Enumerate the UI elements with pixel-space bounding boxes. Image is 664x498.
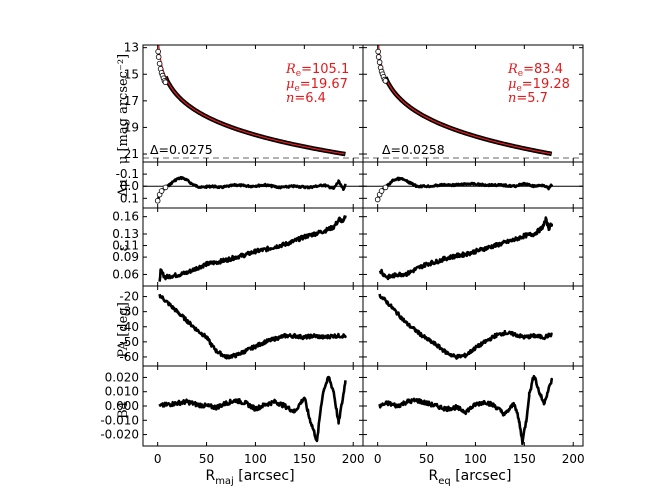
svg-text:Re=83.4: Re=83.4 — [507, 62, 563, 79]
left-x-axis-label: Rmaj [arcsec] — [205, 468, 294, 487]
left-dmu-point-0 — [154, 197, 161, 204]
eps-ytick-label-3: 0.13 — [112, 227, 139, 241]
mu-ytick-label-0: 13 — [124, 41, 139, 55]
b4-ytick-label-1: -0.010 — [100, 413, 139, 427]
left-xtick-label-3: 150 — [293, 452, 316, 466]
eps-ytick-label-0: 0.06 — [112, 267, 139, 281]
pa-ytick-label-3: -30 — [119, 305, 139, 319]
svg-text:n=6.4: n=6.4 — [286, 91, 326, 106]
right-dmu-point-2 — [378, 188, 385, 194]
right-pa-frame — [362, 285, 584, 367]
right-xtick-label-0: 0 — [374, 452, 382, 466]
svg-text:μe=19.67: μe=19.67 — [286, 77, 348, 94]
right-eps-series-line — [378, 216, 553, 281]
left-dmu-series-line — [156, 176, 347, 202]
svg-text:n=5.7: n=5.7 — [508, 91, 548, 106]
right-b4-series-line — [378, 374, 553, 445]
right-dmu-point-0 — [374, 196, 381, 203]
eps-ytick-label-2: 0.11 — [112, 239, 139, 253]
left-dmu-point-3 — [162, 184, 169, 191]
left-fit-annotation: Re=105.1 μe=19.67 n=6.4 — [285, 62, 349, 106]
left-eps-series-line — [158, 215, 347, 282]
right-mu-panel — [362, 44, 584, 163]
left-xtick-label-0: 0 — [154, 452, 162, 466]
left-pa-panel: -60-50-40-30-20 — [119, 285, 364, 367]
eps-axis-label: ε — [116, 244, 131, 251]
mu-ytick-label-2: 17 — [124, 94, 139, 108]
pa-ytick-label-2: -40 — [119, 320, 139, 334]
b4-axis-label: B4 — [116, 401, 131, 419]
right-xtick-label-4: 200 — [562, 452, 585, 466]
pa-ytick-label-4: -20 — [119, 290, 139, 304]
right-delta-annotation: Δ=0.0258 — [382, 142, 445, 157]
left-dmu-panel: -0.10.00.1 — [116, 161, 364, 209]
left-mu-point-1 — [155, 54, 162, 60]
right-mu-sersic-fit-line — [377, 45, 551, 155]
mu-ytick-label-4: 21 — [124, 147, 139, 161]
left-eps-panel: 0.06 0.090.110.13 0.16 — [112, 207, 364, 287]
left-pa-frame — [142, 285, 364, 367]
eps-ytick-label-1: 0.09 — [112, 250, 139, 264]
dmu-axis-label: Δμ — [116, 179, 131, 197]
mu-axis-label: μ [mag arcsec⁻²] — [116, 54, 131, 164]
dmu-ytick-label-0: -0.1 — [116, 167, 139, 181]
right-mu-point-8 — [382, 78, 389, 84]
right-dmu-point-3 — [382, 184, 389, 191]
pa-ytick-label-1: -50 — [119, 335, 139, 349]
right-mu-point-2 — [376, 59, 383, 66]
left-mu-point-8 — [162, 79, 169, 86]
b4-ytick-label-0: -0.020 — [100, 428, 139, 442]
right-xtick-label-2: 100 — [464, 452, 487, 466]
right-dmu-series-line — [376, 176, 553, 201]
right-mu-point-1 — [375, 54, 382, 60]
eps-ytick-label-4: 0.16 — [112, 210, 139, 224]
right-xtick-label-3: 150 — [513, 452, 536, 466]
left-mu-point-2 — [156, 60, 163, 67]
svg-text:μe=19.28: μe=19.28 — [508, 77, 570, 94]
left-delta-annotation: Δ=0.0275 — [150, 142, 213, 157]
mu-ytick-label-3: 19 — [124, 120, 139, 134]
left-xtick-label-2: 100 — [244, 452, 267, 466]
left-mu-panel: 13 15 17 19 21 — [124, 41, 364, 163]
right-pa-panel — [362, 285, 584, 367]
left-mu-point-0 — [155, 48, 161, 55]
left-xtick-label-1: 50 — [199, 452, 214, 466]
svg-text:Re=105.1: Re=105.1 — [285, 62, 349, 79]
left-xtick-label-4: 200 — [342, 452, 365, 466]
right-b4-panel: 0 50 100 150 200 — [362, 365, 585, 466]
b4-ytick-label-2: 0.000 — [105, 399, 139, 413]
right-mu-point-0 — [375, 48, 381, 55]
b4-ytick-label-3: 0.010 — [105, 385, 139, 399]
right-xtick-label-1: 50 — [419, 452, 434, 466]
right-x-axis-label: Req [arcsec] — [429, 468, 512, 487]
left-b4-series-line — [158, 375, 347, 443]
pa-axis-label: PA [deg] — [116, 302, 131, 358]
mu-ytick-label-1: 15 — [124, 67, 139, 81]
dmu-ytick-label-1: 0.0 — [120, 179, 139, 193]
left-dmu-point-2 — [158, 188, 165, 194]
dmu-ytick-label-2: 0.1 — [120, 191, 139, 205]
right-eps-panel — [362, 207, 584, 287]
right-fit-annotation: Re=83.4 μe=19.28 n=5.7 — [507, 62, 570, 106]
right-dmu-panel — [362, 161, 584, 209]
b4-ytick-label-4: 0.020 — [105, 370, 139, 384]
left-pa-series-line — [158, 293, 347, 360]
right-pa-series-line — [378, 293, 553, 360]
pa-ytick-label-0: -60 — [119, 350, 139, 364]
